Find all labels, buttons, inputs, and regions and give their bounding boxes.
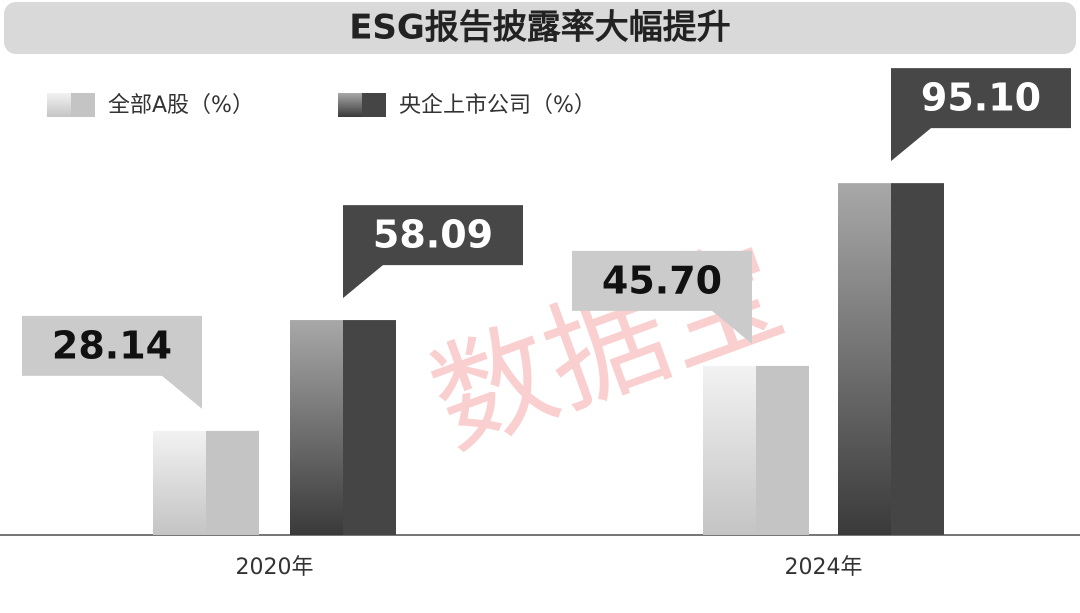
- bar: [703, 365, 809, 535]
- bar-left: [153, 430, 206, 535]
- title-bar: [4, 2, 1076, 54]
- legend-label: 全部A股（%）: [108, 93, 254, 118]
- legend-swatch: [362, 93, 386, 117]
- legend-label: 央企上市公司（%）: [399, 93, 596, 118]
- legend-swatch: [71, 93, 95, 117]
- callout: [891, 68, 1071, 162]
- legend-swatch: [47, 93, 71, 117]
- data-label: 28.14: [52, 323, 172, 367]
- bar-right: [756, 365, 809, 535]
- x-tick-label: 2024年: [785, 555, 863, 580]
- bar: [838, 183, 944, 535]
- chart-title: ESG报告披露率大幅提升: [349, 8, 731, 48]
- data-label: 95.10: [921, 76, 1041, 120]
- callout: [22, 315, 202, 409]
- bar-left: [838, 183, 891, 535]
- bar-right: [343, 320, 396, 535]
- bar-left: [290, 320, 343, 535]
- callout: [343, 205, 523, 299]
- x-tick-label: 2020年: [236, 555, 314, 580]
- bar-left: [703, 365, 756, 535]
- bar-right: [891, 183, 944, 535]
- data-label: 58.09: [373, 213, 493, 257]
- bar: [153, 430, 259, 535]
- data-label: 45.70: [602, 258, 722, 302]
- bar: [290, 320, 396, 535]
- bar-right: [206, 430, 259, 535]
- legend-swatch: [338, 93, 362, 117]
- callout: [572, 250, 752, 344]
